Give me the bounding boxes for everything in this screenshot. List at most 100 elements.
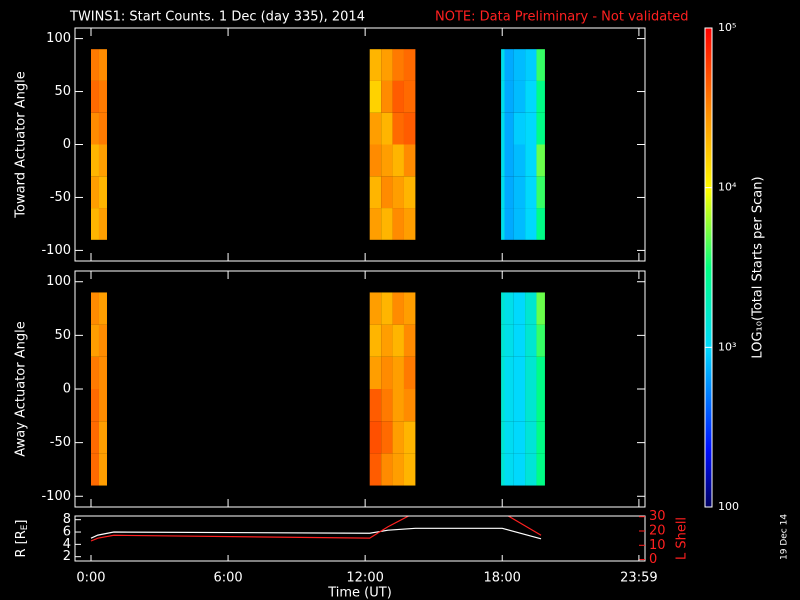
heatmap-cell xyxy=(513,112,526,145)
heatmap-cell xyxy=(513,356,526,389)
heatmap-cell xyxy=(381,112,393,145)
heatmap-cell xyxy=(381,292,393,325)
y-tick-label: 50 xyxy=(54,328,71,343)
heatmap-cell xyxy=(501,112,505,145)
y-tick-label: -100 xyxy=(41,243,71,258)
heatmap-cell xyxy=(513,389,526,422)
heatmap-cell xyxy=(536,356,545,389)
heatmap-cell xyxy=(525,324,537,357)
heatmap-cell xyxy=(90,453,99,486)
heatmap-cell xyxy=(513,453,526,486)
heatmap-cell xyxy=(504,49,514,81)
heatmap-cell xyxy=(501,49,505,81)
y2-tick-label: 20 xyxy=(649,524,666,539)
heatmap-cell xyxy=(369,49,382,81)
heatmap-cell xyxy=(536,112,545,145)
heatmap-cell xyxy=(525,176,537,209)
heatmap-cell xyxy=(369,356,382,389)
heatmap-cell xyxy=(403,80,416,113)
heatmap-cell xyxy=(369,176,382,209)
heatmap-cell xyxy=(536,208,545,240)
heatmap-cell xyxy=(501,176,505,209)
heatmap-cell xyxy=(501,389,505,422)
plot-frame xyxy=(74,515,646,562)
heatmap-cell xyxy=(403,112,416,145)
colorbar xyxy=(704,27,713,508)
heatmap-cell xyxy=(381,208,393,240)
heatmap-cell xyxy=(536,176,545,209)
heatmap-cell xyxy=(501,421,505,454)
heatmap-cell xyxy=(504,112,514,145)
heatmap-cell xyxy=(501,356,505,389)
heatmap-cell xyxy=(392,49,404,81)
heatmap-cell xyxy=(369,112,382,145)
heatmap-cell xyxy=(392,112,404,145)
heatmap-cell xyxy=(536,453,545,486)
x-tick-label: 0:00 xyxy=(76,571,105,586)
heatmap-cell xyxy=(392,208,404,240)
heatmap-cell xyxy=(381,453,393,486)
heatmap-cell xyxy=(403,292,416,325)
heatmap-cell xyxy=(98,356,107,389)
heatmap-cell xyxy=(98,421,107,454)
heatmap-cell xyxy=(369,421,382,454)
heatmap-cell xyxy=(536,421,545,454)
plot-frame xyxy=(74,27,646,262)
heatmap-cell xyxy=(369,144,382,177)
heatmap-cell xyxy=(90,49,99,81)
heatmap-cell xyxy=(536,324,545,357)
heatmap-cell xyxy=(504,292,514,325)
heatmap-cell xyxy=(513,49,526,81)
heatmap-cell xyxy=(525,80,537,113)
x-tick-label: 12:00 xyxy=(346,571,383,586)
heatmap-cell xyxy=(403,389,416,422)
heatmap-cell xyxy=(98,112,107,145)
series-line xyxy=(90,527,542,540)
heatmap-cell xyxy=(403,356,416,389)
heatmap-cell xyxy=(98,144,107,177)
y-tick-label: 8 xyxy=(63,512,71,527)
chart-title: TWINS1: Start Counts. 1 Dec (day 335), 2… xyxy=(69,10,365,25)
y-tick-label: 50 xyxy=(54,84,71,99)
heatmap-cell xyxy=(369,80,382,113)
y-tick-label: 2 xyxy=(63,549,71,564)
heatmap-cell xyxy=(403,324,416,357)
y-tick-label: 6 xyxy=(63,525,71,540)
heatmap-cell xyxy=(98,49,107,81)
x-axis-label: Time (UT) xyxy=(327,586,392,600)
heatmap-cell xyxy=(90,421,99,454)
heatmap-cell xyxy=(90,80,99,113)
heatmap-cell xyxy=(536,292,545,325)
heatmap-cell xyxy=(98,176,107,209)
heatmap-cell xyxy=(501,208,505,240)
y-axis-label: Away Actuator Angle xyxy=(14,321,29,456)
y-tick-label: -50 xyxy=(50,435,71,450)
heatmap-cell xyxy=(513,292,526,325)
heatmap-cell xyxy=(392,176,404,209)
heatmap-cell xyxy=(536,80,545,113)
date-stamp: 19 Dec 14 xyxy=(780,514,790,560)
y-axis-label-sub: E xyxy=(20,524,30,530)
heatmap-cell xyxy=(403,176,416,209)
heatmap-cell xyxy=(381,356,393,389)
y2-tick-label: 30 xyxy=(649,509,666,524)
colorbar-label: LOG₁₀(Total Starts per Scan) xyxy=(751,176,766,358)
heatmap-cell xyxy=(501,453,505,486)
heatmap-cell xyxy=(525,208,537,240)
y-tick-label: -100 xyxy=(41,489,71,504)
y-axis-label: Toward Actuator Angle xyxy=(14,71,29,218)
heatmap-cell xyxy=(90,112,99,145)
heatmap-cell xyxy=(98,324,107,357)
y-axis-label-part: R [R xyxy=(14,530,29,557)
heatmap-cell xyxy=(369,324,382,357)
heatmap-cell xyxy=(504,324,514,357)
heatmap-cell xyxy=(381,144,393,177)
heatmap-cell xyxy=(504,208,514,240)
heatmap-cell xyxy=(90,208,99,240)
heatmap-cell xyxy=(536,49,545,81)
heatmap-cell xyxy=(392,421,404,454)
heatmap-cell xyxy=(525,356,537,389)
heatmap-cell xyxy=(403,49,416,81)
y-axis-label: R [RE] xyxy=(14,519,30,557)
